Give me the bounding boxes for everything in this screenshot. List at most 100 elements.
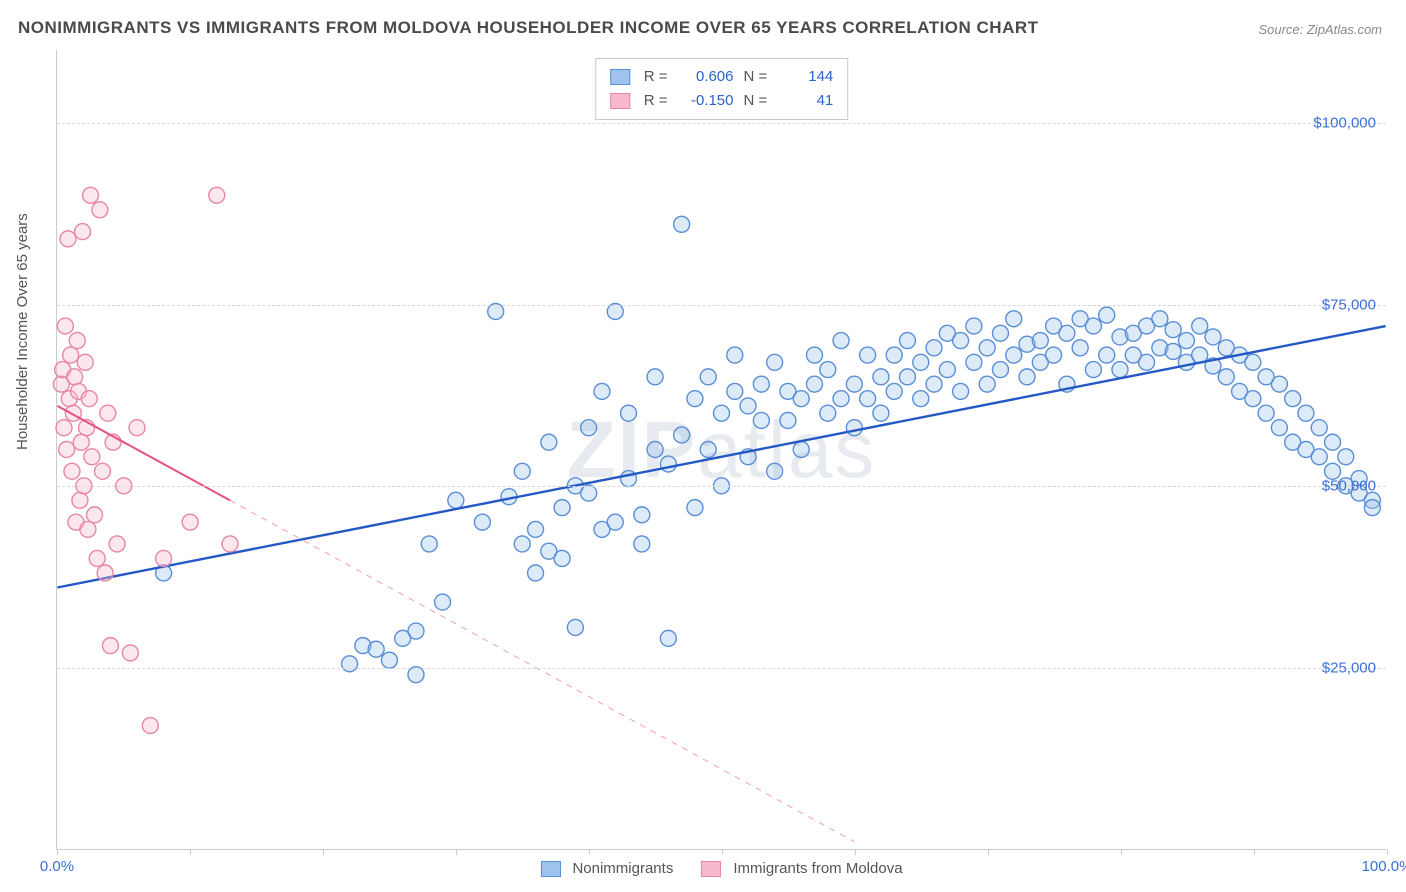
gridline bbox=[57, 486, 1386, 487]
x-tick-label: 0.0% bbox=[40, 858, 74, 875]
data-point bbox=[59, 442, 75, 458]
data-point bbox=[1019, 369, 1035, 385]
data-point bbox=[129, 420, 145, 436]
data-point bbox=[381, 652, 397, 668]
gridline bbox=[57, 668, 1386, 669]
data-point bbox=[979, 376, 995, 392]
legend-swatch bbox=[610, 93, 630, 109]
data-point bbox=[528, 565, 544, 581]
data-point bbox=[541, 434, 557, 450]
x-tick bbox=[57, 849, 58, 855]
data-point bbox=[913, 354, 929, 370]
x-tick bbox=[988, 849, 989, 855]
data-point bbox=[674, 427, 690, 443]
data-point bbox=[109, 536, 125, 552]
data-point bbox=[581, 485, 597, 501]
data-point bbox=[1139, 354, 1155, 370]
data-point bbox=[647, 369, 663, 385]
x-tick bbox=[589, 849, 590, 855]
source-attribution: Source: ZipAtlas.com bbox=[1258, 22, 1382, 37]
data-point bbox=[700, 369, 716, 385]
data-point bbox=[1032, 333, 1048, 349]
data-point bbox=[1218, 369, 1234, 385]
data-point bbox=[97, 565, 113, 581]
data-point bbox=[660, 456, 676, 472]
data-point bbox=[740, 398, 756, 414]
data-point bbox=[95, 463, 111, 479]
data-point bbox=[767, 354, 783, 370]
data-point bbox=[528, 521, 544, 537]
data-point bbox=[607, 514, 623, 530]
data-point bbox=[1072, 340, 1088, 356]
data-point bbox=[63, 347, 79, 363]
data-point bbox=[81, 391, 97, 407]
legend-label: Immigrants from Moldova bbox=[733, 860, 902, 877]
data-point bbox=[647, 442, 663, 458]
data-point bbox=[953, 383, 969, 399]
data-point bbox=[1245, 354, 1261, 370]
data-point bbox=[102, 638, 118, 654]
data-point bbox=[421, 536, 437, 552]
data-point bbox=[514, 463, 530, 479]
data-point bbox=[75, 224, 91, 240]
data-point bbox=[57, 318, 73, 334]
data-point bbox=[714, 405, 730, 421]
y-tick-label: $75,000 bbox=[1322, 296, 1376, 313]
data-point bbox=[182, 514, 198, 530]
data-point bbox=[913, 391, 929, 407]
data-point bbox=[939, 362, 955, 378]
data-point bbox=[368, 641, 384, 657]
regression-line bbox=[57, 326, 1385, 587]
data-point bbox=[83, 187, 99, 203]
data-point bbox=[674, 216, 690, 232]
data-point bbox=[64, 463, 80, 479]
legend-swatch bbox=[610, 69, 630, 85]
stat-n-value: 144 bbox=[777, 65, 833, 89]
data-point bbox=[1285, 391, 1301, 407]
data-point bbox=[77, 354, 93, 370]
stats-row: R =0.606N =144 bbox=[610, 65, 834, 89]
data-point bbox=[514, 536, 530, 552]
data-point bbox=[727, 347, 743, 363]
stat-r-value: 0.606 bbox=[678, 65, 734, 89]
legend-label: Nonimmigrants bbox=[572, 860, 673, 877]
y-tick-label: $50,000 bbox=[1322, 478, 1376, 495]
x-tick-label: 100.0% bbox=[1362, 858, 1406, 875]
data-point bbox=[122, 645, 138, 661]
data-point bbox=[846, 376, 862, 392]
data-point bbox=[474, 514, 490, 530]
data-point bbox=[1059, 325, 1075, 341]
stat-n-value: 41 bbox=[777, 89, 833, 113]
y-tick-label: $25,000 bbox=[1322, 660, 1376, 677]
data-point bbox=[222, 536, 238, 552]
data-point bbox=[634, 536, 650, 552]
data-point bbox=[1245, 391, 1261, 407]
data-point bbox=[1205, 329, 1221, 345]
data-point bbox=[488, 304, 504, 320]
data-point bbox=[1099, 347, 1115, 363]
legend-item: Immigrants from Moldova bbox=[701, 860, 902, 877]
data-point bbox=[60, 231, 76, 247]
data-point bbox=[1192, 318, 1208, 334]
stats-row: R =-0.150N =41 bbox=[610, 89, 834, 113]
stat-r-label: R = bbox=[644, 65, 668, 89]
x-tick bbox=[722, 849, 723, 855]
x-tick bbox=[456, 849, 457, 855]
data-point bbox=[899, 333, 915, 349]
data-point bbox=[69, 333, 85, 349]
data-point bbox=[860, 391, 876, 407]
data-point bbox=[793, 442, 809, 458]
data-point bbox=[1152, 311, 1168, 327]
x-tick bbox=[190, 849, 191, 855]
x-tick bbox=[1254, 849, 1255, 855]
data-point bbox=[1085, 362, 1101, 378]
x-tick bbox=[855, 849, 856, 855]
data-point bbox=[966, 354, 982, 370]
data-point bbox=[84, 449, 100, 465]
data-point bbox=[621, 405, 637, 421]
data-point bbox=[886, 383, 902, 399]
data-point bbox=[873, 405, 889, 421]
data-point bbox=[860, 347, 876, 363]
data-point bbox=[67, 369, 83, 385]
data-point bbox=[833, 333, 849, 349]
